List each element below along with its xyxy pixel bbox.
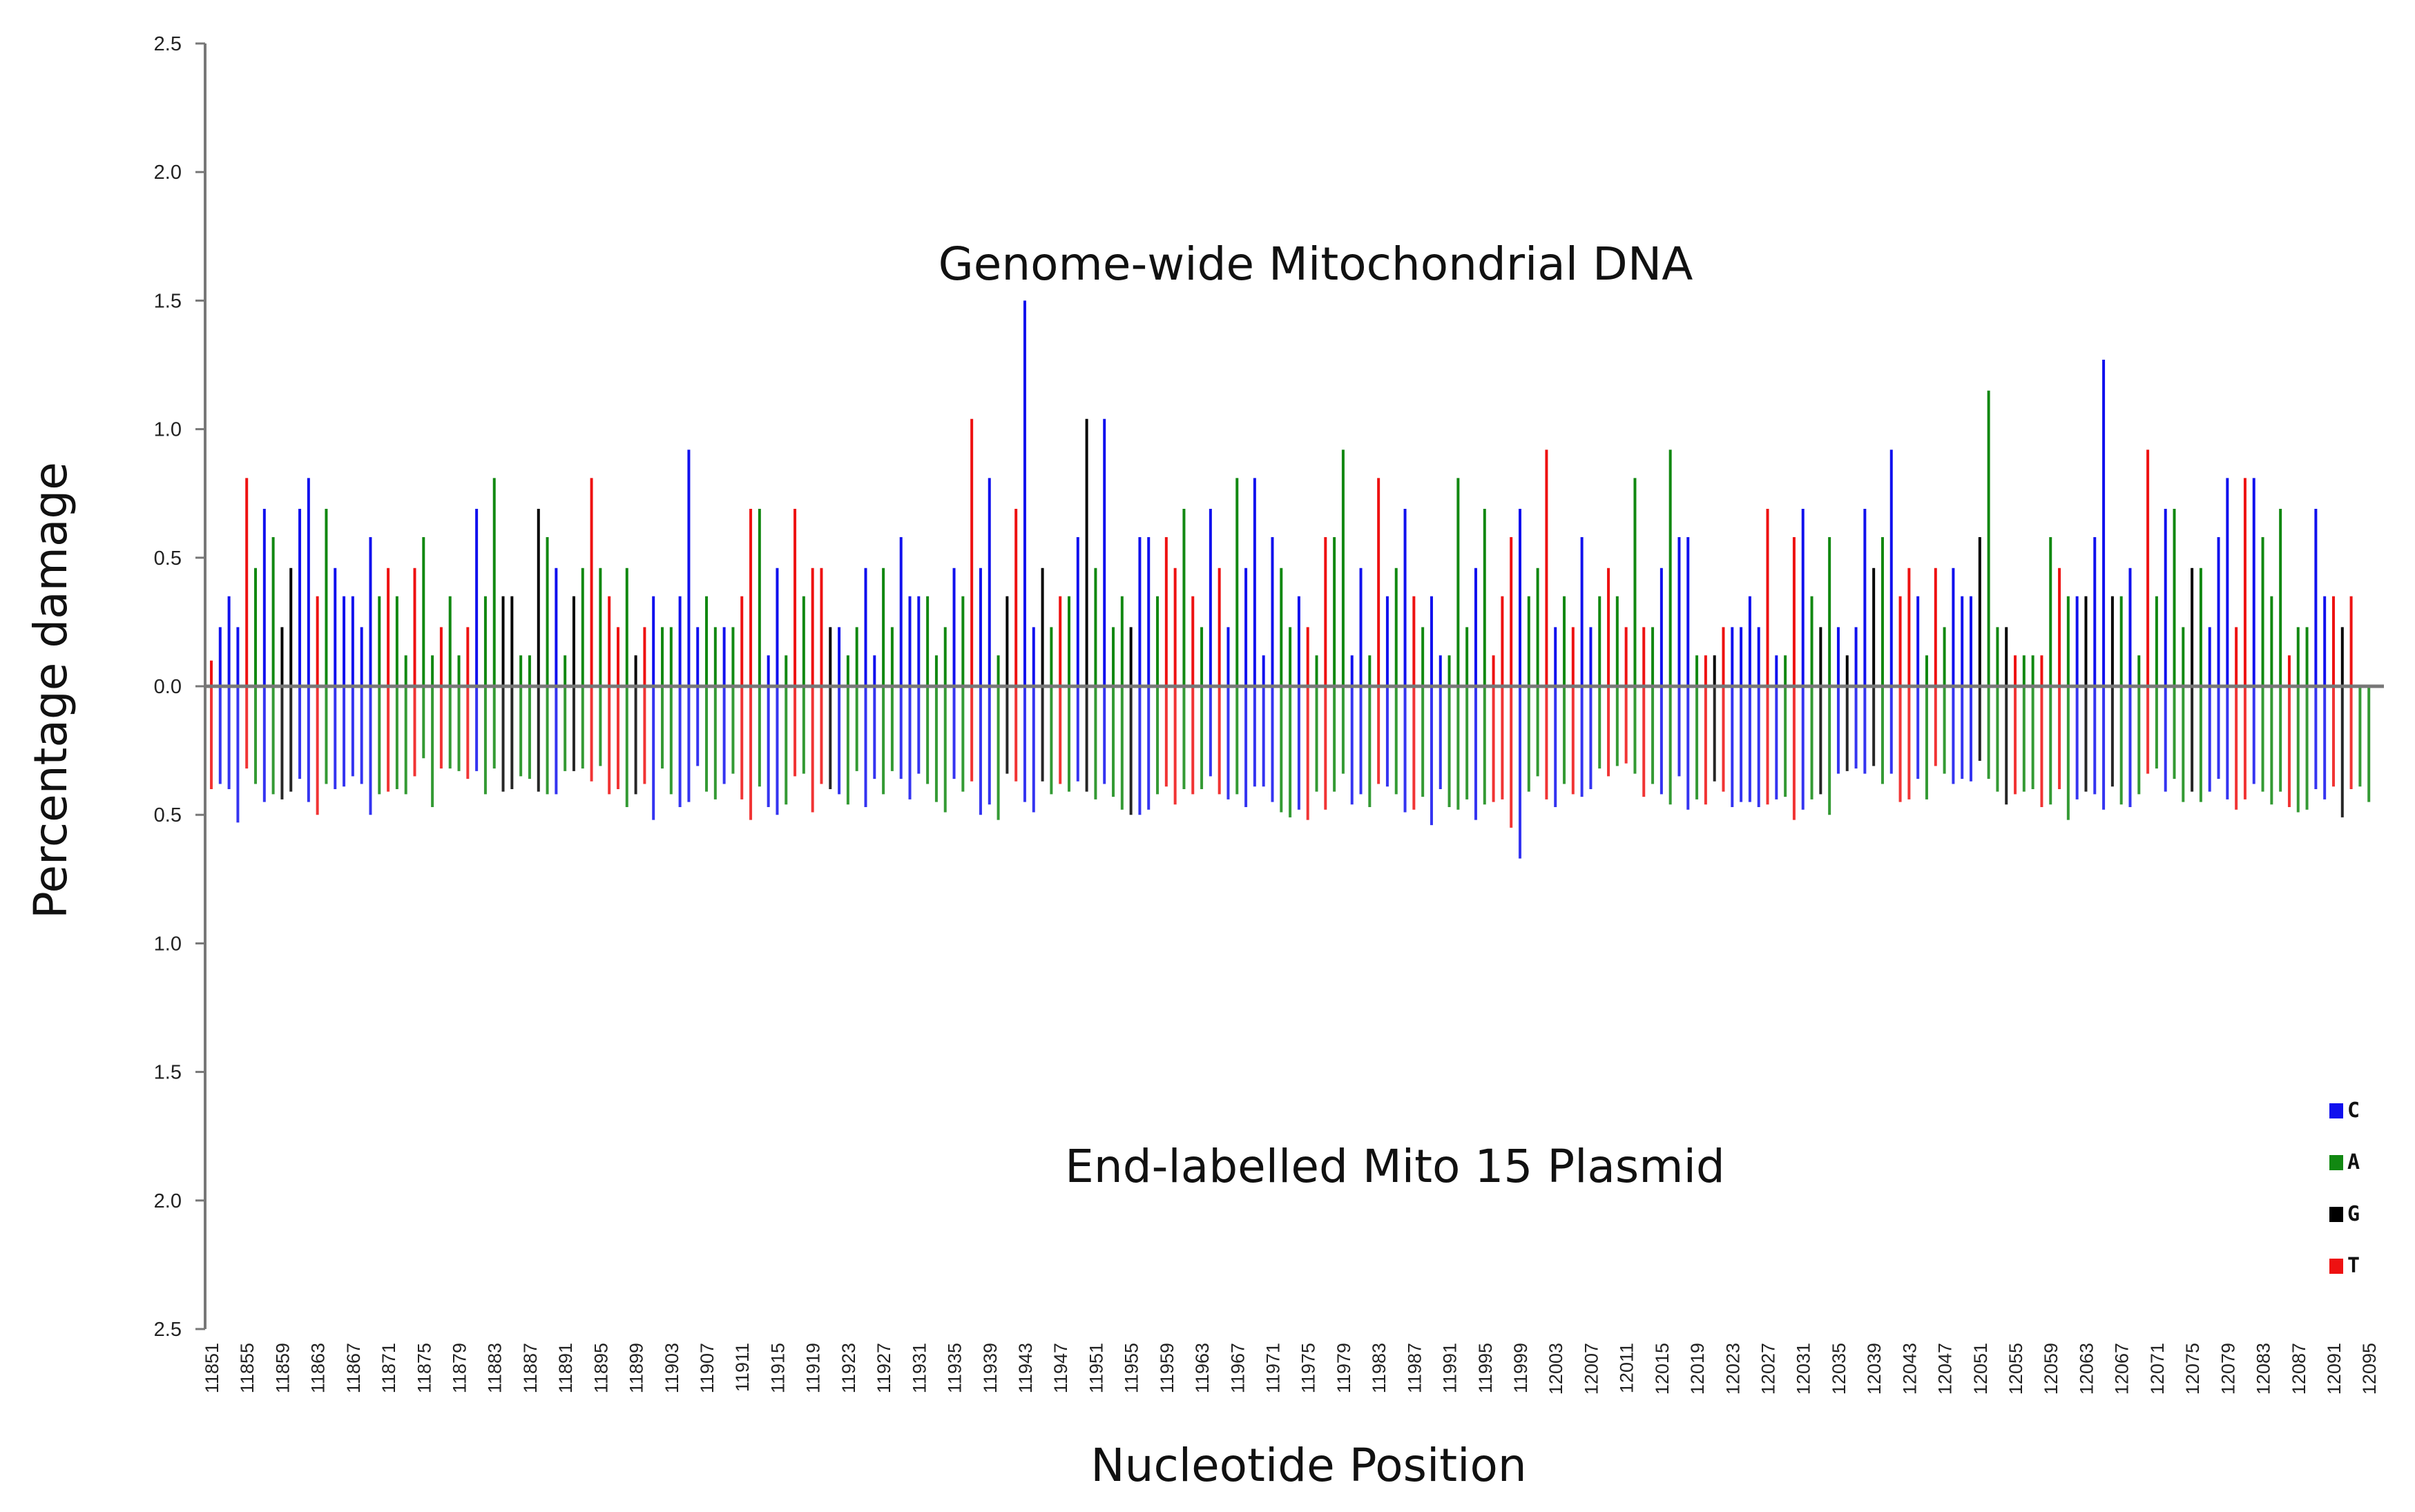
x-tick-label: 12019 bbox=[1687, 1343, 1708, 1395]
y-axis-title: Percentage damage bbox=[24, 462, 77, 919]
x-tick-label: 11863 bbox=[308, 1343, 329, 1393]
x-tick-label: 12055 bbox=[2005, 1343, 2026, 1395]
x-tick-label: 11927 bbox=[874, 1343, 894, 1393]
x-tick-label: 11979 bbox=[1334, 1343, 1354, 1393]
x-tick-label: 11923 bbox=[838, 1343, 859, 1393]
x-axis-ticks: 11851 11855 11859 11863 11867 11871 11875 11879… bbox=[202, 1343, 2380, 1395]
x-tick-label: 12079 bbox=[2217, 1343, 2238, 1395]
x-tick-label: 11963 bbox=[1192, 1343, 1213, 1393]
x-tick-label: 12059 bbox=[2041, 1343, 2061, 1395]
x-tick-label: 11895 bbox=[590, 1343, 611, 1393]
x-tick-label: 11883 bbox=[485, 1343, 506, 1393]
x-tick-label: 11943 bbox=[1015, 1343, 1036, 1393]
legend-swatch-g bbox=[2329, 1207, 2343, 1222]
x-tick-label: 11947 bbox=[1050, 1343, 1071, 1393]
x-tick-label: 11987 bbox=[1404, 1343, 1425, 1393]
x-tick-label: 11879 bbox=[450, 1343, 470, 1393]
legend-label-a: A bbox=[2347, 1150, 2360, 1174]
x-tick-label: 11851 bbox=[202, 1343, 222, 1393]
x-tick-label: 12003 bbox=[1546, 1343, 1566, 1395]
x-tick-label: 11935 bbox=[945, 1343, 965, 1393]
x-tick-label: 11951 bbox=[1086, 1343, 1106, 1393]
x-tick-label: 11983 bbox=[1369, 1343, 1389, 1393]
x-tick-label: 11967 bbox=[1227, 1343, 1248, 1393]
x-tick-label: 11931 bbox=[909, 1343, 930, 1393]
x-tick-label: 12075 bbox=[2182, 1343, 2203, 1395]
x-tick-label: 11887 bbox=[520, 1343, 541, 1393]
x-tick-label: 12023 bbox=[1722, 1343, 1743, 1395]
legend-swatch-a bbox=[2329, 1155, 2343, 1170]
y-tick-label: 2.0 bbox=[154, 1190, 182, 1212]
x-tick-label: 12047 bbox=[1935, 1343, 1956, 1395]
y-tick-label: 1.0 bbox=[154, 419, 182, 441]
legend-swatch-t bbox=[2329, 1259, 2343, 1274]
y-axis-ticks: 2.5 2.0 1.5 1.0 0.5 0.0 0.5 1.0 1.5 2.0 2.5 bbox=[154, 33, 205, 1341]
legend-swatch-c bbox=[2329, 1103, 2343, 1118]
x-tick-label: 11899 bbox=[626, 1343, 647, 1393]
x-tick-label: 11911 bbox=[732, 1343, 753, 1392]
legend-label-c: C bbox=[2347, 1098, 2360, 1123]
x-tick-label: 11939 bbox=[980, 1343, 1001, 1393]
x-tick-label: 11891 bbox=[555, 1343, 576, 1393]
x-tick-label: 11955 bbox=[1122, 1343, 1142, 1393]
x-tick-label: 11991 bbox=[1440, 1343, 1461, 1393]
x-tick-label: 11959 bbox=[1157, 1343, 1177, 1393]
x-tick-label: 11875 bbox=[414, 1343, 434, 1393]
x-tick-label: 11859 bbox=[272, 1343, 293, 1393]
legend-label-t: T bbox=[2347, 1254, 2360, 1278]
y-tick-label: 1.0 bbox=[154, 933, 182, 955]
genome-wide-bars bbox=[210, 300, 2353, 686]
x-tick-label: 11971 bbox=[1262, 1343, 1283, 1393]
x-tick-label: 12039 bbox=[1864, 1343, 1885, 1395]
x-tick-label: 12007 bbox=[1581, 1343, 1601, 1395]
x-tick-label: 11907 bbox=[697, 1343, 718, 1393]
y-tick-label: 2.0 bbox=[154, 162, 182, 184]
x-tick-label: 11871 bbox=[378, 1343, 399, 1393]
y-tick-label: 2.5 bbox=[154, 33, 182, 55]
bottom-annotation: End-labelled Mito 15 Plasmid bbox=[1065, 1140, 1725, 1193]
top-annotation: Genome-wide Mitochondrial DNA bbox=[939, 238, 1693, 291]
x-tick-label: 11975 bbox=[1298, 1343, 1319, 1393]
axes bbox=[204, 43, 2384, 1329]
x-tick-label: 12087 bbox=[2289, 1343, 2309, 1395]
x-tick-label: 12071 bbox=[2147, 1343, 2168, 1395]
y-tick-label: 1.5 bbox=[154, 1062, 182, 1084]
x-tick-label: 11903 bbox=[662, 1343, 682, 1393]
x-tick-label: 12035 bbox=[1829, 1343, 1849, 1395]
plasmid-bars bbox=[210, 686, 2371, 859]
x-tick-label: 12015 bbox=[1652, 1343, 1673, 1395]
x-tick-label: 12043 bbox=[1899, 1343, 1920, 1395]
y-tick-label: 0.5 bbox=[154, 547, 182, 570]
legend: C A G T bbox=[2329, 1098, 2360, 1278]
x-tick-label: 12031 bbox=[1793, 1343, 1814, 1395]
legend-label-g: G bbox=[2347, 1202, 2360, 1226]
x-tick-label: 11915 bbox=[767, 1343, 788, 1393]
x-tick-label: 12091 bbox=[2324, 1343, 2345, 1395]
x-axis-title: Nucleotide Position bbox=[1090, 1439, 1526, 1492]
y-tick-label: 1.5 bbox=[154, 290, 182, 312]
x-tick-label: 11855 bbox=[237, 1343, 258, 1393]
x-tick-label: 12063 bbox=[2076, 1343, 2097, 1395]
x-tick-label: 11995 bbox=[1475, 1343, 1496, 1393]
x-tick-label: 12051 bbox=[1970, 1343, 1991, 1395]
x-tick-label: 12067 bbox=[2112, 1343, 2133, 1395]
x-tick-label: 11919 bbox=[803, 1343, 824, 1393]
x-tick-label: 12095 bbox=[2359, 1343, 2380, 1395]
y-tick-label: 0.5 bbox=[154, 804, 182, 826]
y-tick-label: 2.5 bbox=[154, 1319, 182, 1341]
x-tick-label: 12011 bbox=[1617, 1343, 1637, 1393]
x-tick-label: 11867 bbox=[343, 1343, 364, 1393]
x-tick-label: 12027 bbox=[1758, 1343, 1779, 1395]
x-tick-label: 12083 bbox=[2253, 1343, 2274, 1395]
y-tick-label: 0.0 bbox=[154, 676, 182, 698]
x-tick-label: 11999 bbox=[1510, 1343, 1531, 1393]
